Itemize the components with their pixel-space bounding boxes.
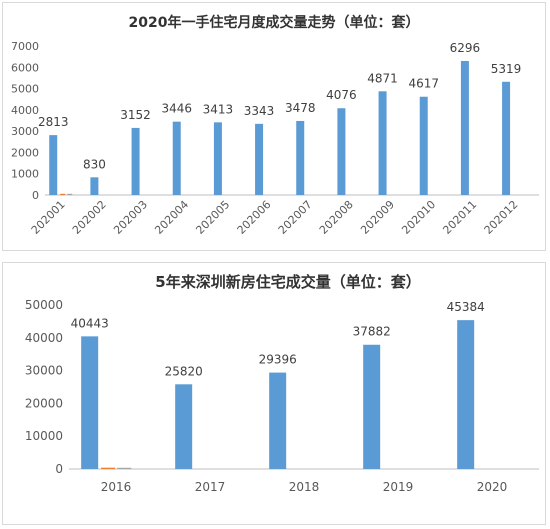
y-tick-label: 20000 <box>25 396 63 410</box>
x-tick-label: 2019 <box>383 480 414 494</box>
x-tick-label: 202003 <box>111 198 150 237</box>
y-tick-label: 0 <box>32 189 39 202</box>
data-label: 4076 <box>326 88 357 102</box>
data-label: 3413 <box>203 102 234 116</box>
y-tick-label: 40000 <box>25 331 63 345</box>
y-tick-label: 7000 <box>11 40 39 53</box>
chart-title: 5年来深圳新房住宅成交量（单位：套） <box>155 273 420 291</box>
data-label: 3478 <box>285 101 316 115</box>
y-tick-label: 6000 <box>11 61 39 74</box>
bar <box>296 120 305 195</box>
bar <box>269 372 287 469</box>
data-label: 25820 <box>165 364 203 378</box>
y-tick-label: 5000 <box>11 83 39 96</box>
x-tick-label: 202007 <box>276 198 315 237</box>
data-label: 45384 <box>447 300 485 314</box>
data-label: 4617 <box>408 77 439 91</box>
x-axis-ticks: 202001 202002 202003 202004 202005 202006 2020… <box>29 198 521 237</box>
bar <box>457 320 475 469</box>
bar <box>337 108 346 195</box>
x-tick-label: 202006 <box>235 198 274 237</box>
bar <box>460 60 469 196</box>
x-tick-label: 202008 <box>317 198 356 237</box>
bar <box>255 123 264 195</box>
data-label: 4871 <box>367 71 398 85</box>
data-label: 29396 <box>259 353 297 367</box>
data-label: 3152 <box>120 108 151 122</box>
bar-series <box>49 60 511 196</box>
monthly-chart-panel: 2020年一手住宅月度成交量走势（单位：套） 0 1000 2000 3000 4000… <box>2 2 546 251</box>
x-tick-label: 202001 <box>29 198 68 237</box>
bar <box>49 135 58 195</box>
y-axis-ticks: 0 10000 20000 30000 40000 50000 <box>25 298 63 476</box>
minor-bar <box>67 193 73 195</box>
y-tick-label: 10000 <box>25 429 63 443</box>
chart-title: 2020年一手住宅月度成交量走势（单位：套） <box>129 14 420 31</box>
x-tick-label: 202005 <box>193 198 232 237</box>
data-labels: 40443 25820 29396 37882 45384 <box>71 300 485 378</box>
x-tick-label: 2020 <box>477 480 508 494</box>
data-label: 3446 <box>161 102 192 116</box>
bar <box>90 177 99 195</box>
data-label: 3343 <box>244 104 275 118</box>
monthly-chart: 2020年一手住宅月度成交量走势（单位：套） 0 1000 2000 3000 4000… <box>11 14 539 237</box>
x-tick-label: 2017 <box>195 480 226 494</box>
x-tick-label: 2018 <box>289 480 320 494</box>
y-tick-label: 3000 <box>11 125 39 138</box>
y-tick-label: 1000 <box>11 168 39 181</box>
data-label: 5319 <box>491 62 522 76</box>
y-tick-label: 4000 <box>11 104 39 117</box>
minor-bar <box>60 193 66 195</box>
y-tick-label: 2000 <box>11 146 39 159</box>
data-label: 830 <box>83 157 106 171</box>
bar <box>419 96 428 195</box>
bar <box>213 122 222 195</box>
y-tick-label: 30000 <box>25 364 63 378</box>
bar <box>172 121 181 195</box>
y-axis-ticks: 0 1000 2000 3000 4000 5000 6000 7000 <box>11 40 39 202</box>
x-tick-label: 2016 <box>101 480 132 494</box>
data-label: 37882 <box>353 325 391 339</box>
x-axis-ticks: 2016 2017 2018 2019 2020 <box>101 480 508 494</box>
x-tick-label: 202012 <box>482 198 521 237</box>
bar <box>81 336 99 469</box>
bar <box>378 91 387 195</box>
x-tick-label: 202010 <box>399 198 438 237</box>
minor-bar <box>101 467 116 469</box>
yearly-chart-panel: 5年来深圳新房住宅成交量（单位：套） 0 10000 20000 30000 40000… <box>2 262 546 525</box>
bar-series <box>81 320 475 469</box>
x-tick-label: 202009 <box>358 198 397 237</box>
yearly-chart: 5年来深圳新房住宅成交量（单位：套） 0 10000 20000 30000 40000… <box>25 273 539 494</box>
x-tick-label: 202011 <box>440 198 479 237</box>
bar <box>502 81 511 195</box>
data-label: 6296 <box>450 41 481 55</box>
x-tick-label: 202004 <box>152 198 191 237</box>
data-label: 40443 <box>71 316 109 330</box>
y-tick-label: 50000 <box>25 298 63 312</box>
x-tick-label: 202002 <box>70 198 109 237</box>
y-tick-label: 0 <box>55 462 63 476</box>
bar <box>131 127 140 195</box>
bar <box>175 384 193 469</box>
data-label: 2813 <box>38 115 69 129</box>
data-labels: 2813 830 3152 3446 3413 3343 3478 4076 4871 4617 6… <box>38 41 521 171</box>
minor-bar <box>117 467 132 469</box>
bar <box>363 344 381 469</box>
